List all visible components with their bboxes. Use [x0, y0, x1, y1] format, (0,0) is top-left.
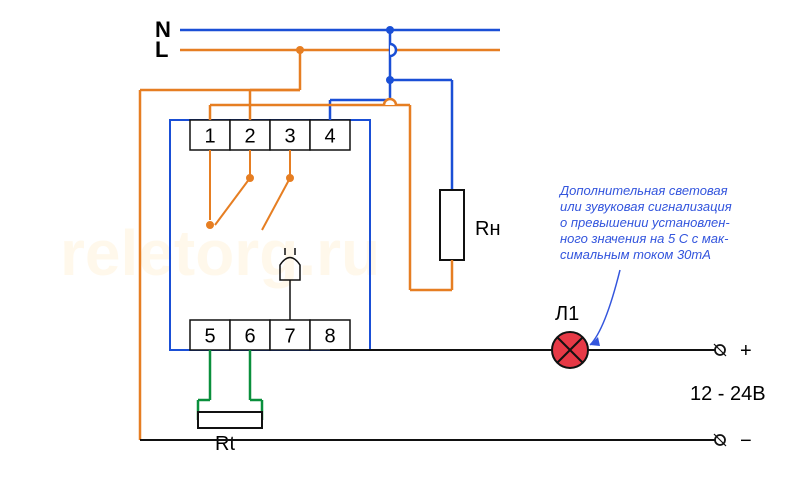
svg-text:Л1: Л1: [555, 303, 579, 325]
svg-text:1: 1: [204, 125, 215, 147]
svg-text:2: 2: [244, 125, 255, 147]
relay-contact: [207, 150, 293, 230]
svg-text:3: 3: [284, 125, 295, 147]
terminals-top: 1 2 3 4: [190, 120, 350, 150]
svg-text:симальным током 30mA: симальным током 30mA: [560, 247, 711, 262]
relay-box: [170, 120, 370, 350]
sensor-wiring: [198, 350, 262, 420]
svg-text:ного значения на 5 С с мак-: ного значения на 5 С с мак-: [560, 231, 729, 246]
terminals-bottom: 5 6 7 8: [190, 320, 350, 350]
circuit-svg: N L 1 2 3 4 5 6 7 8: [0, 0, 800, 500]
svg-text:8: 8: [324, 325, 335, 347]
svg-text:4: 4: [324, 125, 335, 147]
svg-text:5: 5: [204, 325, 215, 347]
svg-text:Дополнительная световая: Дополнительная световая: [558, 183, 728, 198]
svg-text:12 - 24В: 12 - 24В: [690, 383, 766, 405]
lamp: Л1: [552, 303, 588, 368]
annotation: Дополнительная световая или зувуковая си…: [558, 183, 732, 346]
svg-text:Rн: Rн: [475, 218, 501, 240]
svg-text:или зувуковая сигнализация: или зувуковая сигнализация: [560, 199, 732, 214]
svg-text:о превышении установлен-: о превышении установлен-: [560, 215, 730, 230]
svg-text:6: 6: [244, 325, 255, 347]
label-L: L: [155, 37, 168, 62]
svg-text:Rt: Rt: [215, 433, 235, 455]
internal-sensor-symbol: [280, 248, 300, 320]
svg-text:7: 7: [284, 325, 295, 347]
dc-terminals: + − 12 - 24В: [690, 340, 766, 452]
sensor-rt: Rt: [198, 412, 262, 455]
svg-text:−: −: [740, 430, 752, 452]
svg-text:+: +: [740, 340, 752, 362]
load-resistor: Rн: [440, 190, 501, 260]
